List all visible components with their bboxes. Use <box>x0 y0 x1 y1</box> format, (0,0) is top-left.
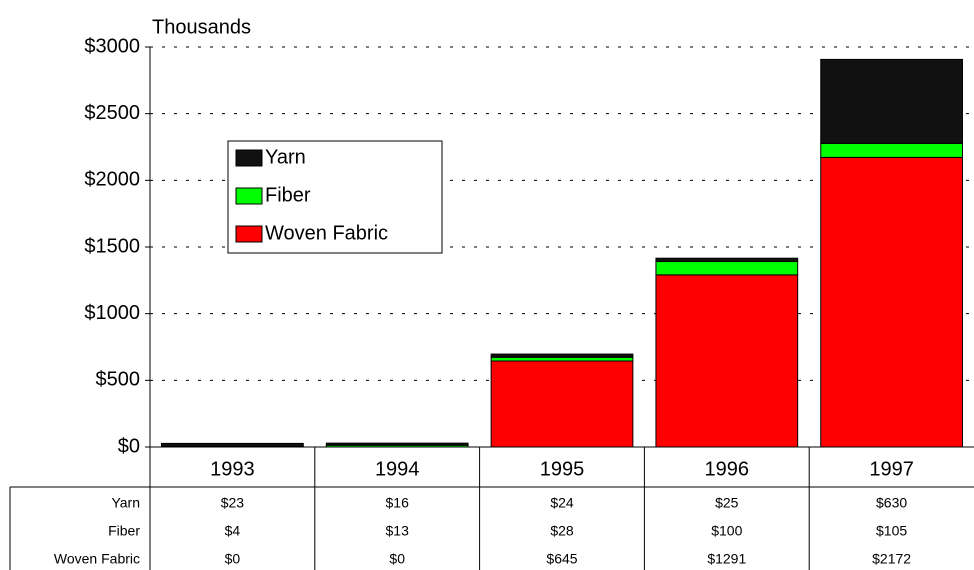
table-cell: $0 <box>225 551 241 567</box>
table-cell: $28 <box>550 523 574 539</box>
table-row-label: Yarn <box>111 495 140 511</box>
table-cell: $105 <box>876 523 907 539</box>
legend-swatch <box>235 225 263 243</box>
bar-segment <box>490 353 634 358</box>
y-tick-label: $1000 <box>84 302 140 324</box>
table-cell: $24 <box>550 495 574 511</box>
table-cell: $23 <box>221 495 245 511</box>
bar-segment <box>161 442 304 447</box>
bar-segment <box>820 156 963 448</box>
bar-segment <box>655 257 799 263</box>
y-tick-label: $3000 <box>84 35 140 57</box>
table-row-label: Fiber <box>108 523 140 539</box>
table-cell: $100 <box>711 523 742 539</box>
y-tick-label: $2000 <box>84 169 140 191</box>
bar-segment <box>655 261 799 276</box>
table-cell: $13 <box>386 523 410 539</box>
table-cell: $2172 <box>872 551 911 567</box>
y-tick-label: $2500 <box>84 102 140 124</box>
y-tick-label: $1500 <box>84 235 140 257</box>
x-tick-label: 1995 <box>540 458 585 480</box>
table-cell: $0 <box>389 551 405 567</box>
table-cell: $4 <box>225 523 241 539</box>
legend-box <box>227 140 443 254</box>
y-axis-label: Thousands <box>152 16 251 38</box>
table-cell: $645 <box>546 551 577 567</box>
bar-segment <box>820 142 963 158</box>
table-row-label: Woven Fabric <box>54 551 140 567</box>
legend-label: Fiber <box>265 184 311 206</box>
legend-swatch <box>235 149 263 167</box>
bar-segment <box>490 356 634 362</box>
x-tick-label: 1993 <box>210 458 255 480</box>
table-cell: $25 <box>715 495 739 511</box>
table-cell: $630 <box>876 495 907 511</box>
legend-label: Woven Fabric <box>265 222 388 244</box>
bar-segment <box>325 442 469 446</box>
x-tick-label: 1997 <box>869 458 914 480</box>
table-cell: $16 <box>386 495 410 511</box>
legend-swatch <box>235 187 263 205</box>
y-tick-label: $0 <box>118 435 140 457</box>
y-tick-label: $500 <box>96 369 141 391</box>
bar-segment <box>655 274 799 448</box>
x-tick-label: 1994 <box>375 458 420 480</box>
legend-label: Yarn <box>265 146 306 168</box>
bar-segment <box>820 58 963 144</box>
x-tick-label: 1996 <box>705 458 750 480</box>
bar-segment <box>490 360 634 448</box>
table-cell: $1291 <box>707 551 746 567</box>
